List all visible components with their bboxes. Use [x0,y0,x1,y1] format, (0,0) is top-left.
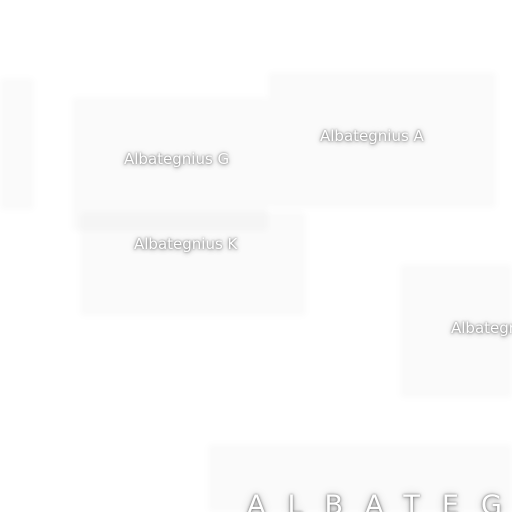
label-tile-left-edge [0,78,34,210]
crater-label-albategnius-k[interactable]: Albategnius K [134,235,238,253]
label-tile-albategnius-k [80,212,306,316]
crater-label-albategnius[interactable]: Albategnius [451,319,512,337]
crater-label-albategnius-a[interactable]: Albategnius A [320,127,424,145]
feature-label-albategnius[interactable]: ALBATEGNIUS [247,490,512,512]
crater-label-albategnius-g[interactable]: Albategnius G [124,150,230,168]
